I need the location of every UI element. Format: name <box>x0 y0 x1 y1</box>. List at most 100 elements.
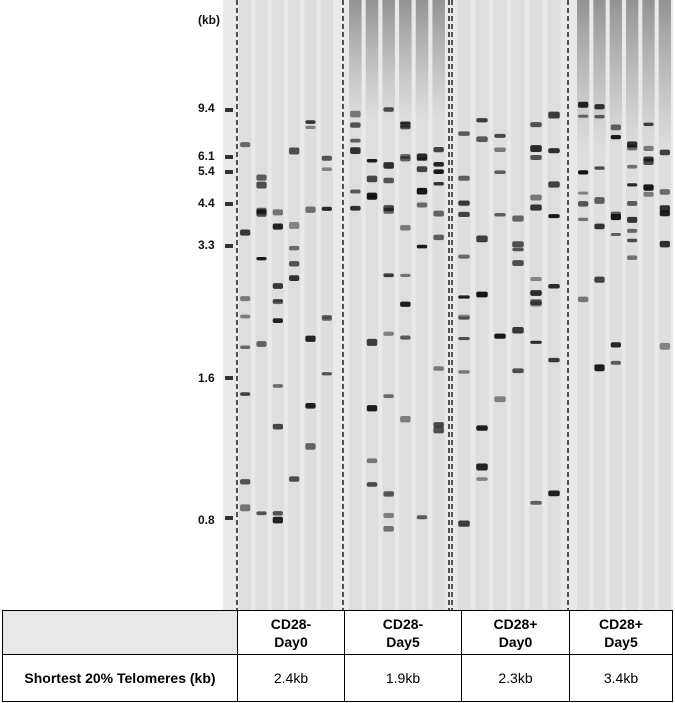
telomere-band <box>256 209 267 215</box>
telomere-band <box>383 512 394 519</box>
telomere-band <box>400 225 411 231</box>
marker-band <box>225 155 233 159</box>
telomere-band <box>272 384 283 388</box>
telomere-band <box>433 169 444 174</box>
telomere-band <box>416 515 428 520</box>
marker-5-4: 5.4 <box>198 164 215 178</box>
telomere-band <box>594 104 605 110</box>
gel-lane <box>432 0 445 610</box>
marker-band <box>225 516 233 520</box>
marker-0-8: 0.8 <box>198 513 215 527</box>
telomere-band <box>627 228 638 233</box>
telomere-band <box>305 335 316 342</box>
telomere-band <box>578 201 589 207</box>
telomere-band <box>400 121 411 125</box>
marker-3-3: 3.3 <box>198 238 215 252</box>
telomere-band <box>383 207 394 214</box>
marker-band <box>225 108 233 112</box>
telomere-band <box>321 167 332 172</box>
group-line2: Day5 <box>604 633 638 650</box>
telomere-band <box>383 394 394 398</box>
telomere-band <box>256 341 267 347</box>
high-mw-smear <box>399 0 412 120</box>
telomere-band <box>548 490 560 497</box>
telomere-band <box>610 360 621 365</box>
telomere-band <box>610 213 621 221</box>
telomere-band <box>289 147 300 155</box>
group-line1: CD28+ <box>493 615 538 632</box>
telomere-band <box>240 392 251 396</box>
telomere-band <box>643 145 654 151</box>
telomere-band <box>530 299 542 306</box>
telomere-band <box>416 244 428 249</box>
telomere-band <box>594 197 605 204</box>
telomere-band <box>350 122 361 128</box>
telomere-band <box>494 170 506 175</box>
telomere-band <box>272 283 283 289</box>
high-mw-smear <box>626 0 639 150</box>
telomere-band <box>643 158 654 165</box>
telomere-band <box>289 476 300 482</box>
telomere-band <box>240 142 251 148</box>
gel-lane <box>365 0 379 610</box>
telomere-band <box>305 125 316 130</box>
telomere-band <box>400 154 411 159</box>
telomere-band <box>272 209 283 216</box>
telomere-band <box>458 314 470 320</box>
gel-lane <box>593 0 606 610</box>
telomere-band <box>530 500 542 505</box>
telomere-band <box>383 331 394 336</box>
telomere-band <box>400 301 411 307</box>
telomere-band <box>240 345 251 349</box>
telomere-band <box>240 314 251 319</box>
telomere-band <box>659 342 670 350</box>
telomere-band <box>256 181 267 189</box>
telomere-band <box>476 477 488 481</box>
telomere-band <box>458 520 470 527</box>
telomere-band <box>512 326 524 334</box>
telomere-band <box>321 155 332 161</box>
telomere-band <box>578 191 589 195</box>
telomere-band <box>594 223 605 230</box>
telomere-band <box>366 482 378 487</box>
table-corner-cell <box>2 610 238 655</box>
table-value-row: Shortest 20% Telomeres (kb) 2.4kb 1.9kb … <box>2 654 673 702</box>
telomere-band <box>366 194 378 200</box>
telomere-band <box>400 335 411 340</box>
telomere-band <box>578 114 589 118</box>
telomere-band <box>530 204 542 211</box>
telomere-band <box>530 145 542 152</box>
telomere-band <box>366 175 378 183</box>
telomere-band <box>659 149 670 156</box>
size-marker-labels: (kb) 9.4 6.1 5.4 4.4 3.3 1.6 0.8 <box>0 0 223 610</box>
telomere-band <box>643 184 654 191</box>
telomere-band <box>272 511 283 516</box>
telomere-band <box>578 101 589 108</box>
telomere-band <box>610 124 621 131</box>
gel-lane <box>288 0 301 610</box>
telomere-band <box>305 206 316 213</box>
group-line2: Day0 <box>498 633 533 650</box>
marker-band <box>225 244 233 248</box>
group-header-cd28neg-day5: CD28- Day5 <box>344 610 462 655</box>
telomere-band <box>530 276 542 282</box>
marker-6-1: 6.1 <box>198 149 215 163</box>
telomere-band <box>272 318 283 323</box>
telomere-band <box>458 316 470 320</box>
telomere-band <box>289 245 300 251</box>
telomere-band <box>548 147 560 154</box>
southern-blot-gel-image <box>223 0 673 610</box>
telomere-band <box>476 118 488 123</box>
gel-lane <box>577 0 590 610</box>
telomere-band <box>433 146 444 153</box>
telomere-band <box>433 422 444 428</box>
gel-lane <box>475 0 489 610</box>
telomere-band <box>305 120 316 124</box>
telomere-band <box>240 479 251 485</box>
group-line1: CD28- <box>270 615 312 632</box>
group-line1: CD28+ <box>599 615 643 632</box>
telomere-band <box>578 296 589 303</box>
telomere-band <box>476 136 488 142</box>
table-header-row: CD28- Day0 CD28- Day5 CD28+ Day0 CD28+ D… <box>2 610 673 655</box>
telomere-band <box>458 254 470 259</box>
